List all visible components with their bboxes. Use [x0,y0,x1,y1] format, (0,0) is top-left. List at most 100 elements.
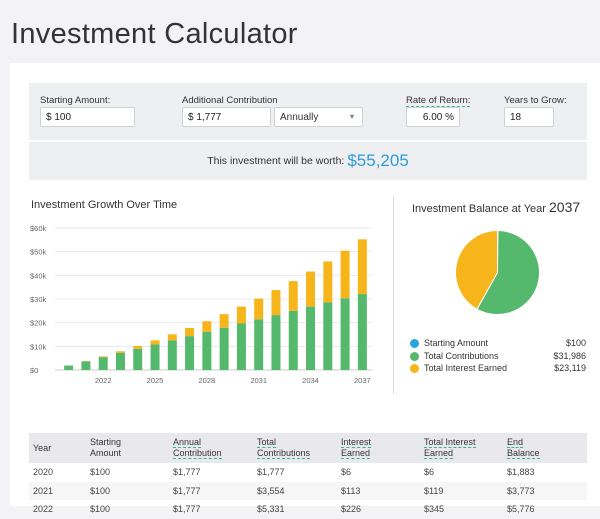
bar-contributions-2030 [237,324,246,370]
header-line: Earned [341,448,370,459]
legend-value: $23,119 [554,363,586,373]
y-tick-label: $60k [30,224,47,233]
bar-contributions-2021 [81,361,90,370]
bar-contributions-2025 [151,345,160,370]
header-line: Total [257,437,276,448]
x-tick-label: 2037 [354,376,371,385]
table-cell: $6 [420,463,503,482]
table-cell: 2021 [29,482,86,501]
legend-item: Starting Amount$100 [410,338,586,350]
table-cell: $100 [86,463,169,482]
legend-item: Total Interest Earned $23,119 [410,363,586,375]
years-to-grow-input[interactable]: 18 [504,107,554,127]
bar-interest-2036 [341,251,350,299]
x-tick-label: 2028 [199,376,216,385]
bar-contributions-2026 [168,340,177,370]
y-tick-label: $10k [30,342,47,351]
page-title: Investment Calculator [11,18,298,51]
bar-interest-2025 [151,340,160,344]
bar-interest-2023 [116,351,125,353]
dropdown-arrow-icon: ▾ [350,112,354,121]
bar-interest-2031 [254,299,263,320]
table-cell: 2020 [29,463,86,482]
bar-contributions-2035 [323,302,332,370]
bar-interest-2035 [323,261,332,302]
rate-of-return-input[interactable]: 6.00 % [406,107,460,127]
table-cell: $5,331 [253,500,337,519]
additional-contribution-label: Additional Contribution [182,95,278,106]
legend-label: Total Contributions [424,351,499,361]
bar-contributions-2027 [185,336,194,370]
column-header: Year [29,433,86,463]
bar-contributions-2031 [254,319,263,370]
legend-dot-icon [410,364,419,373]
bar-contributions-2022 [99,357,108,370]
legend-value: $100 [566,338,586,348]
table-cell: $1,777 [253,463,337,482]
bar-interest-2032 [271,290,280,315]
result-text: This investment will be worth: [207,155,344,167]
table-cell: $100 [86,500,169,519]
bar-interest-2028 [202,321,211,332]
bar-interest-2022 [99,356,108,357]
legend-item: Total Contributions$31,986 [410,351,586,363]
bar-contributions-2034 [306,307,315,370]
bar-interest-2029 [220,314,229,328]
rate-of-return-label[interactable]: Rate of Return: [406,95,470,107]
table-cell: $119 [420,482,503,501]
bar-contributions-2032 [271,315,280,370]
table-cell: $100 [86,482,169,501]
bar-contributions-2029 [220,328,229,370]
y-tick-label: $0 [30,366,38,375]
table-cell: 2022 [29,500,86,519]
y-tick-label: $20k [30,319,47,328]
divider [393,196,394,394]
table-cell: $1,777 [169,463,253,482]
header-line: Balance [507,448,540,459]
header-line: Starting [90,437,121,447]
bar-interest-2030 [237,307,246,324]
header-line: Contribution [173,448,222,459]
additional-contribution-input[interactable]: $ 1,777 [182,107,271,127]
bar-interest-2033 [289,281,298,311]
table-cell: $345 [420,500,503,519]
bar-interest-2026 [168,334,177,340]
table-row: 2021$100$1,777$3,554$113$119$3,773 [29,482,587,501]
starting-amount-label: Starting Amount: [40,95,110,106]
y-tick-label: $50k [30,248,47,257]
bar-contributions-2023 [116,353,125,370]
table-row: 2020$100$1,777$1,777$6$6$1,883 [29,463,587,482]
table-cell: $226 [337,500,420,519]
header-line: Year [33,443,51,453]
frequency-select[interactable]: Annually ▾ [274,107,363,127]
header-line: Amount [90,448,121,458]
years-to-grow-label: Years to Grow: [504,95,566,106]
bar-contributions-2028 [202,332,211,370]
header-line: Earned [424,448,453,459]
bar-interest-2037 [358,239,367,294]
header-line: Contributions [257,448,310,459]
bar-contributions-2024 [133,349,142,370]
header-line: End [507,437,523,448]
result-amount: $55,205 [347,151,408,170]
bar-interest-2027 [185,328,194,336]
x-tick-label: 2034 [302,376,319,385]
table-cell: $1,883 [503,463,587,482]
table-cell: $1,777 [169,500,253,519]
result-banner: This investment will be worth:$55,205 [29,142,587,180]
bar-interest-2024 [133,346,142,349]
header-line: Interest [341,437,371,448]
header-line: Total Interest [424,437,476,448]
starting-amount-input[interactable]: $ 100 [40,107,135,127]
header-line: Annual [173,437,201,448]
legend-dot-icon [410,339,419,348]
legend-label: Total Interest Earned [424,363,507,373]
bar-interest-2034 [306,272,315,307]
table-cell: $1,777 [169,482,253,501]
pie-chart-title: Investment Balance at Year 2037 [412,199,580,215]
